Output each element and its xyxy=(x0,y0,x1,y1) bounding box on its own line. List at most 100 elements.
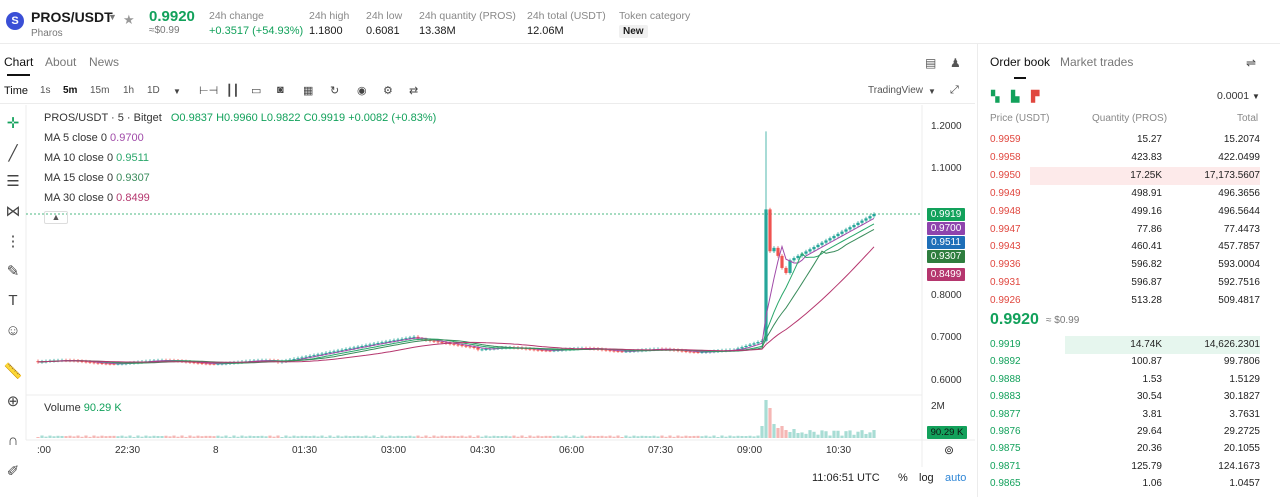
favorite-star-icon[interactable]: ★ xyxy=(123,12,135,27)
log-toggle[interactable]: log xyxy=(919,472,934,484)
col-header-price: Price (USDT) xyxy=(990,113,1050,124)
pattern-icon[interactable]: ⋈ xyxy=(5,203,21,220)
chevron-down-icon[interactable]: ▼ xyxy=(108,12,117,22)
volume-bar xyxy=(224,435,228,438)
ask-row[interactable]: 0.9926 513.28 509.4817 xyxy=(988,292,1260,310)
volume-bar xyxy=(676,435,680,438)
candle-body xyxy=(776,247,780,256)
volume-bar xyxy=(692,435,696,438)
row-price: 0.9947 xyxy=(990,223,1021,235)
ruler-icon[interactable]: 📏 xyxy=(3,363,23,380)
candle-body xyxy=(320,353,324,355)
bid-row[interactable]: 0.9888 1.53 1.5129 xyxy=(988,371,1260,389)
bid-row[interactable]: 0.9919 14.74K 14,626.2301 xyxy=(988,336,1260,354)
volume-bar xyxy=(256,435,260,438)
bid-row[interactable]: 0.9865 1.06 1.0457 xyxy=(988,475,1260,493)
pair-selector[interactable]: PROS/USDT xyxy=(31,9,113,25)
precision-selector[interactable]: 0.0001 ▼ xyxy=(1217,90,1260,102)
record-icon[interactable]: ◉ xyxy=(357,85,367,97)
stat-24h-quantity: 24h quantity (PROS) 13.38M xyxy=(419,10,516,37)
candle-type-icon[interactable]: ┃┃ xyxy=(226,85,240,97)
volume-bar xyxy=(360,436,364,438)
ask-row[interactable]: 0.9947 77.86 77.4473 xyxy=(988,221,1260,239)
indicators-icon[interactable]: ▭ xyxy=(251,85,262,97)
volume-bar xyxy=(580,435,584,438)
text-tool-icon[interactable]: T xyxy=(8,292,18,309)
refresh-icon[interactable]: ↻ xyxy=(330,85,340,97)
ask-row[interactable]: 0.9943 460.41 457.7857 xyxy=(988,238,1260,256)
layout-icon[interactable]: ⇄ xyxy=(409,85,419,97)
ask-row[interactable]: 0.9958 423.83 422.0499 xyxy=(988,149,1260,167)
trend-line-icon[interactable]: ╱ xyxy=(8,145,18,162)
time-button[interactable]: Time xyxy=(4,85,29,97)
interval-dropdown-icon[interactable]: ▼ xyxy=(173,87,181,96)
camera-icon[interactable]: ◙ xyxy=(277,84,284,96)
volume-bar xyxy=(552,436,556,438)
volume-bar xyxy=(212,436,216,438)
alert-bell-icon[interactable]: ♟ xyxy=(950,56,961,70)
calculator-icon[interactable]: ▤ xyxy=(925,56,937,70)
ask-row[interactable]: 0.9931 596.87 592.7516 xyxy=(988,274,1260,292)
time-settings-icon[interactable]: ⊚ xyxy=(944,443,955,457)
tab-news[interactable]: News xyxy=(89,55,120,69)
emoji-icon[interactable]: ☺ xyxy=(5,322,21,339)
candle-body xyxy=(680,350,684,352)
interval-1s[interactable]: 1s xyxy=(40,85,51,96)
fullscreen-icon[interactable]: ⤢ xyxy=(950,84,959,96)
view-asks-icon[interactable]: ▛ xyxy=(1031,91,1040,103)
candle-body xyxy=(292,358,296,360)
compare-icon[interactable]: ⊢⊣ xyxy=(199,85,219,97)
interval-1h[interactable]: 1h xyxy=(123,85,135,96)
horizontal-lines-icon[interactable]: ☰ xyxy=(6,173,20,190)
price-chart[interactable]: PROS/USDT · 5 · Bitget O0.9837 H0.9960 L… xyxy=(0,0,975,497)
candle-body xyxy=(688,351,692,353)
interval-15m[interactable]: 15m xyxy=(90,85,110,96)
tab-market-trades[interactable]: Market trades xyxy=(1060,55,1134,69)
ask-row[interactable]: 0.9936 596.82 593.0004 xyxy=(988,256,1260,274)
percent-toggle[interactable]: % xyxy=(898,472,908,484)
volume-bar xyxy=(644,435,648,438)
magnet-icon[interactable]: ∩ xyxy=(7,432,19,449)
row-total: 99.7806 xyxy=(1223,356,1260,368)
utc-clock[interactable]: 11:06:51 UTC xyxy=(812,472,880,484)
row-total: 14,626.2301 xyxy=(1204,339,1260,350)
candle-body xyxy=(852,225,856,228)
fib-icon[interactable]: ⋮ xyxy=(5,233,21,250)
view-both-icon[interactable]: ▚ xyxy=(991,91,1000,103)
interval-5m[interactable]: 5m xyxy=(63,85,78,96)
row-qty: 30.54 xyxy=(1136,391,1162,403)
row-total: 20.1055 xyxy=(1223,443,1260,455)
bid-row[interactable]: 0.9876 29.64 29.2725 xyxy=(988,423,1260,441)
ma5-legend: MA 5 close 0 0.9700 xyxy=(44,132,144,144)
orderbook-settings-icon[interactable]: ⇌ xyxy=(1246,56,1257,70)
crosshair-icon[interactable]: ✛ xyxy=(6,115,20,132)
view-bids-icon[interactable]: ▙ xyxy=(1011,91,1020,103)
bid-row[interactable]: 0.9892 100.87 99.7806 xyxy=(988,353,1260,371)
bid-row[interactable]: 0.9875 20.36 20.1055 xyxy=(988,440,1260,458)
row-qty: 14.74K xyxy=(1130,339,1162,350)
chart-canvas[interactable] xyxy=(0,0,975,497)
ask-row[interactable]: 0.9948 499.16 496.5644 xyxy=(988,203,1260,221)
legend-collapse-button[interactable]: ▲ xyxy=(44,211,68,224)
tab-order-book[interactable]: Order book xyxy=(990,55,1051,79)
ask-row[interactable]: 0.9959 15.27 15.2074 xyxy=(988,131,1260,149)
bid-row[interactable]: 0.9877 3.81 3.7631 xyxy=(988,406,1260,424)
tradingview-selector[interactable]: TradingView xyxy=(868,85,924,96)
brush-icon[interactable]: ✎ xyxy=(6,263,20,280)
ask-row[interactable]: 0.9950 17.25K 17,173.5607 xyxy=(988,166,1260,185)
candle-body xyxy=(856,222,860,226)
bid-row[interactable]: 0.9871 125.79 124.1673 xyxy=(988,458,1260,476)
eraser-icon[interactable]: ✐ xyxy=(6,463,20,480)
bid-row[interactable]: 0.9883 30.54 30.1827 xyxy=(988,388,1260,406)
interval-1d[interactable]: 1D xyxy=(147,85,160,96)
tradingview-dropdown-icon[interactable]: ▼ xyxy=(928,87,936,96)
settings-gear-icon[interactable]: ⚙ xyxy=(383,85,393,97)
zoom-in-icon[interactable]: ⊕ xyxy=(6,393,20,410)
candle-body xyxy=(808,249,812,252)
auto-toggle[interactable]: auto xyxy=(945,472,967,484)
ask-row[interactable]: 0.9949 498.91 496.3656 xyxy=(988,185,1260,203)
row-price: 0.9871 xyxy=(990,460,1021,472)
tab-chart[interactable]: Chart xyxy=(4,55,34,76)
tab-about[interactable]: About xyxy=(45,55,77,69)
calendar-icon[interactable]: ▦ xyxy=(303,85,314,97)
